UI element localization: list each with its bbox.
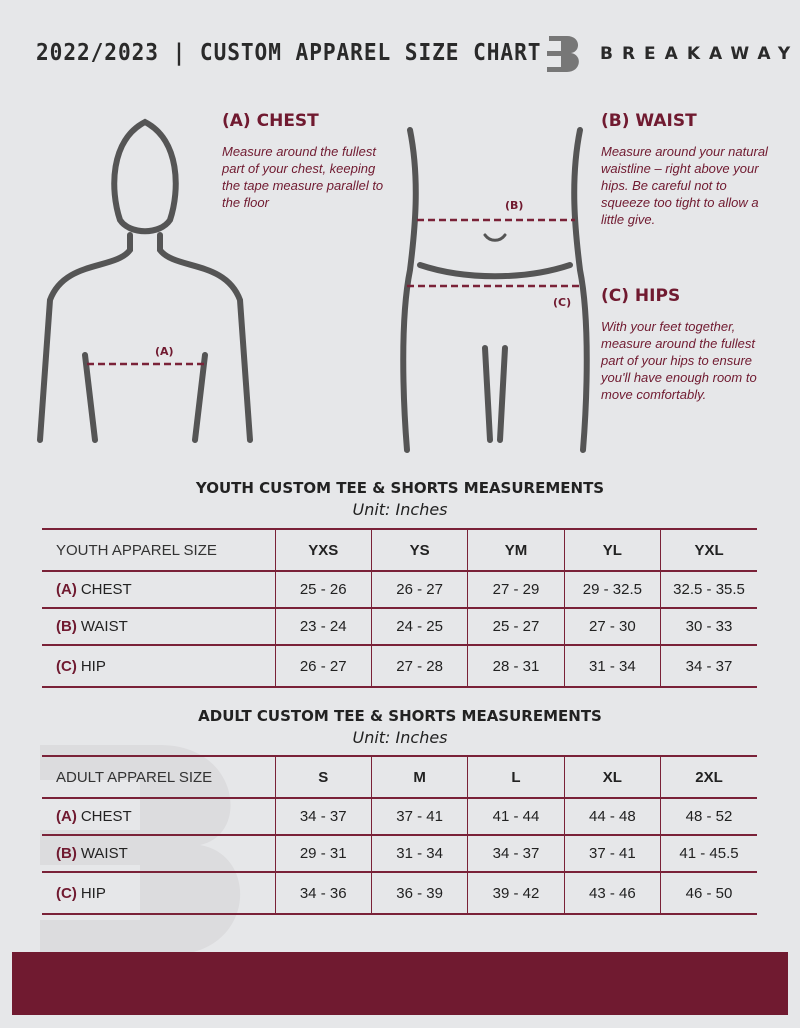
table-cell: 27 - 30: [563, 607, 661, 646]
table-cell: 34 - 37: [660, 644, 757, 688]
table-cell: 26 - 27: [370, 570, 468, 609]
table-cell: 37 - 41: [563, 834, 661, 873]
size: YM: [467, 528, 565, 572]
table-cell: 27 - 29: [467, 570, 565, 609]
cell-text: (C): [56, 657, 77, 675]
cell-text: (B): [56, 618, 77, 635]
table-cell: 31 - 34: [370, 834, 468, 873]
table-row: (A) CHEST 34 - 37 37 - 41 41 - 44 44 - 48 48 -…: [42, 797, 757, 836]
size: M: [370, 755, 468, 799]
size: L: [467, 755, 565, 799]
table-cell: 26 - 27: [274, 644, 372, 688]
table-row: (B) WAIST 29 - 31 31 - 34 34 - 37 37 - 41 41 -…: [42, 834, 757, 873]
cell-text: (A): [56, 808, 77, 825]
adult-size-table: ADULT APPAREL SIZE S M L XL 2XL (A) CHEST 34 - …: [42, 755, 757, 915]
chest-marker: (A): [155, 345, 174, 358]
adult-table-title: ADULT CUSTOM TEE & SHORTS MEASUREMENTS: [198, 707, 602, 725]
brand-name: BREAKAWAY: [600, 44, 800, 64]
size: YXS: [274, 528, 372, 572]
size: YL: [563, 528, 661, 572]
waist-description: Measure around your natural waistline – …: [601, 144, 768, 227]
size: YS: [370, 528, 468, 572]
footer-bar: [12, 952, 788, 1015]
hips-heading: (C) HIPS: [601, 286, 681, 306]
cell-text: CHEST: [80, 581, 132, 598]
header-label: YOUTH APPAREL SIZE: [42, 528, 275, 572]
table-row: (C) HIP 34 - 36 36 - 39 39 - 42 43 - 46 46 - 5…: [42, 871, 757, 915]
table-cell: 41 - 44: [467, 797, 565, 836]
waist-heading: (B) WAIST: [601, 111, 697, 131]
table-row: (A) CHEST 25 - 26 26 - 27 27 - 29 29 - 32.5 32…: [42, 570, 757, 609]
table-cell: 30 - 33: [660, 607, 757, 646]
table-cell: (B) WAIST: [42, 607, 275, 646]
waist-marker: (B): [505, 199, 523, 212]
chest-heading: (A) CHEST: [222, 111, 319, 131]
table-cell: 25 - 27: [467, 607, 565, 646]
cell-text: HIP: [80, 884, 106, 902]
table-cell: 29 - 31: [274, 834, 372, 873]
breakaway-logo-icon: [547, 36, 579, 72]
table-cell: 25 - 26: [274, 570, 372, 609]
cell-text: (C): [56, 884, 77, 902]
table-row: (B) WAIST 23 - 24 24 - 25 25 - 27 27 - 30 30 -…: [42, 607, 757, 646]
table-cell: 46 - 50: [660, 871, 757, 915]
table-cell: 34 - 37: [274, 797, 372, 836]
size: YXL: [660, 528, 757, 572]
table-cell: 32.5 - 35.5: [660, 570, 757, 609]
size: 2XL: [660, 755, 757, 799]
cell-text: WAIST: [80, 845, 128, 862]
adult-table-unit: Unit: Inches: [352, 728, 448, 747]
cell-text: (A): [56, 581, 77, 598]
youth-size-table: YOUTH APPAREL SIZE YXS YS YM YL YXL (A) CHEST 2…: [42, 528, 757, 688]
size: XL: [563, 755, 661, 799]
table-cell: 44 - 48: [563, 797, 661, 836]
chest-description: Measure around the fullest part of your …: [222, 144, 384, 210]
table-cell: (B) WAIST: [42, 834, 275, 873]
table-cell: 27 - 28: [370, 644, 468, 688]
table-cell: 29 - 32.5: [563, 570, 661, 609]
table-cell: (C) HIP: [42, 644, 275, 688]
header-label: ADULT APPAREL SIZE: [42, 755, 275, 799]
table-cell: 31 - 34: [563, 644, 661, 688]
hips-marker: (C): [553, 296, 571, 309]
cell-text: WAIST: [80, 618, 128, 635]
table-cell: 48 - 52: [660, 797, 757, 836]
table-cell: (A) CHEST: [42, 570, 275, 609]
cell-text: CHEST: [80, 808, 132, 825]
table-cell: (A) CHEST: [42, 797, 275, 836]
table-cell: 34 - 36: [274, 871, 372, 915]
size: S: [274, 755, 372, 799]
cell-text: HIP: [80, 657, 106, 675]
table-row: (C) HIP 26 - 27 27 - 28 28 - 31 31 - 34 34 - 3…: [42, 644, 757, 688]
table-cell: 36 - 39: [370, 871, 468, 915]
table-cell: (C) HIP: [42, 871, 275, 915]
table-cell: 23 - 24: [274, 607, 372, 646]
youth-table-unit: Unit: Inches: [352, 500, 448, 519]
table-cell: 34 - 37: [467, 834, 565, 873]
upper-body-figure: (A): [37, 118, 253, 443]
table-cell: 41 - 45.5: [660, 834, 757, 873]
cell-text: (B): [56, 845, 77, 862]
table-cell: 28 - 31: [467, 644, 565, 688]
table-cell: 39 - 42: [467, 871, 565, 915]
lower-body-figure: (B) (C): [400, 127, 590, 453]
table-cell: 24 - 25: [370, 607, 468, 646]
table-cell: 43 - 46: [563, 871, 661, 915]
hips-description: With your feet together, measure around …: [601, 319, 757, 402]
youth-table-title: YOUTH CUSTOM TEE & SHORTS MEASUREMENTS: [195, 479, 605, 497]
table-cell: 37 - 41: [370, 797, 468, 836]
page-title: 2022/2023 | CUSTOM APPAREL SIZE CHART: [36, 40, 542, 66]
